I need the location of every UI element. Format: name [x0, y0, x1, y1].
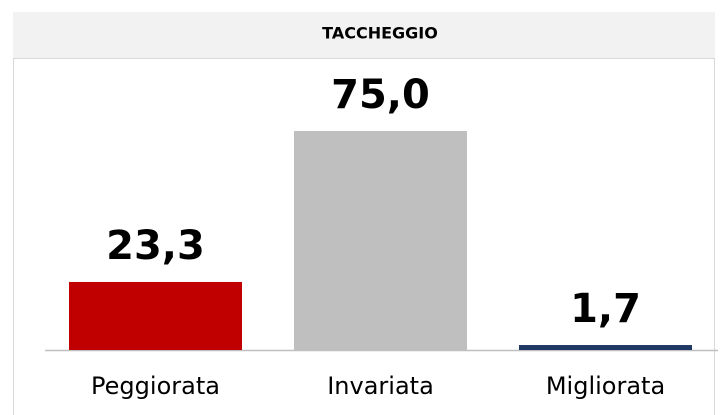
x-tick-label: Peggiorata [91, 372, 220, 400]
value-label: 23,3 [106, 223, 205, 269]
value-label: 1,7 [570, 286, 641, 332]
chart-title: TACCHEGGIO [322, 24, 438, 43]
value-label: 75,0 [331, 72, 430, 118]
x-tick-label: Invariata [327, 372, 434, 400]
title-band [13, 12, 715, 58]
bar [294, 131, 467, 350]
bar [519, 345, 692, 350]
bar [69, 281, 242, 350]
x-tick-label: Migliorata [546, 372, 665, 400]
panel-border [13, 58, 715, 415]
